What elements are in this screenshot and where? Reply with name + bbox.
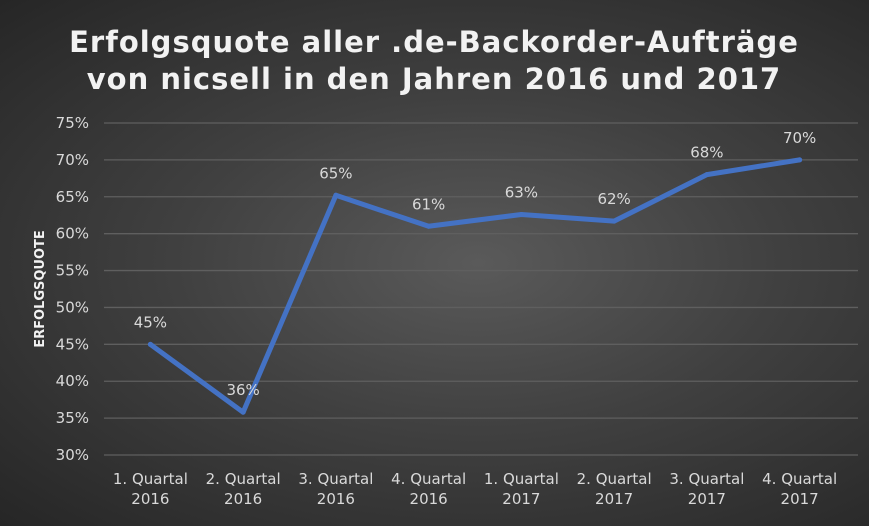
y-tick-label: 65% — [56, 188, 89, 206]
data-label: 36% — [226, 381, 259, 399]
x-tick-label: 4. Quartal 2016 — [391, 470, 466, 508]
data-point — [333, 192, 339, 198]
data-label: 62% — [597, 190, 630, 208]
y-tick-label: 70% — [56, 151, 89, 169]
data-label: 45% — [134, 313, 167, 331]
y-tick-label: 45% — [56, 335, 89, 353]
data-point — [426, 223, 432, 229]
series-line — [147, 157, 803, 415]
data-point — [611, 218, 617, 224]
x-tick-label: 2. Quartal 2017 — [577, 470, 652, 508]
x-tick-label: 3. Quartal 2016 — [298, 470, 373, 508]
y-axis-label: ERFOLGSQUOTE — [33, 230, 48, 348]
y-tick-label: 40% — [56, 372, 89, 390]
y-tick-label: 30% — [56, 446, 89, 464]
data-point — [797, 157, 803, 163]
y-tick-label: 55% — [56, 262, 89, 280]
data-point — [518, 211, 524, 217]
chart-title-line-2: von nicsell in den Jahren 2016 und 2017 — [87, 62, 782, 96]
data-point — [704, 172, 710, 178]
data-point — [147, 341, 153, 347]
data-label: 70% — [783, 129, 816, 147]
y-tick-label: 35% — [56, 409, 89, 427]
x-tick-label: 2. Quartal 2016 — [206, 470, 281, 508]
data-point — [240, 409, 246, 415]
x-tick-label: 1. Quartal 2017 — [484, 470, 559, 508]
data-label: 68% — [690, 144, 723, 162]
y-tick-label: 75% — [56, 114, 89, 132]
y-tick-label: 60% — [56, 225, 89, 243]
data-label: 63% — [505, 183, 538, 201]
x-tick-label: 4. Quartal 2017 — [762, 470, 837, 508]
data-label: 65% — [319, 164, 352, 182]
data-label: 61% — [412, 195, 445, 213]
chart-title-line-1: Erfolgsquote aller .de-Backorder-Aufträg… — [69, 25, 799, 59]
y-tick-label: 50% — [56, 298, 89, 316]
x-tick-label: 1. Quartal 2016 — [113, 470, 188, 508]
x-tick-label: 3. Quartal 2017 — [669, 470, 744, 508]
